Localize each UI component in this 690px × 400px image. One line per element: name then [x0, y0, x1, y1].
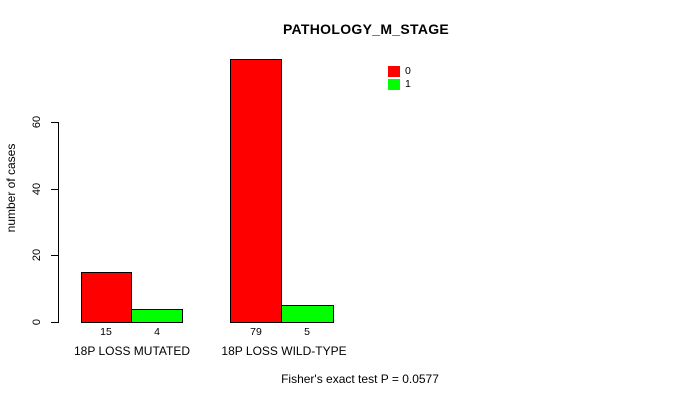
chart-title: PATHOLOGY_M_STAGE — [282, 21, 450, 37]
y-tick-label-40: 40 — [31, 182, 43, 196]
legend-swatch-red — [388, 66, 400, 77]
y-tick-40 — [51, 189, 58, 190]
legend-swatch-green — [388, 79, 400, 90]
y-tick-0 — [51, 322, 58, 323]
y-tick-label-20: 20 — [31, 248, 43, 262]
bar-wildtype-series0 — [230, 58, 282, 323]
y-tick-20 — [51, 255, 58, 256]
y-axis-label: number of cases — [4, 143, 18, 233]
y-tick-label-60: 60 — [31, 115, 43, 129]
legend: 0 1 — [388, 65, 411, 91]
bar-value-wildtype-series0: 79 — [250, 326, 262, 338]
bar-value-mutated-series1: 4 — [154, 326, 160, 338]
bar-mutated-series1 — [131, 308, 183, 323]
category-label-mutated: 18P LOSS MUTATED — [73, 344, 191, 358]
legend-label-0: 0 — [405, 65, 411, 77]
legend-entry-1: 1 — [388, 78, 411, 91]
y-axis-line — [58, 122, 59, 323]
legend-label-1: 1 — [405, 78, 411, 90]
annotation-text: Fisher's exact test P = 0.0577 — [281, 372, 439, 386]
bar-mutated-series0 — [81, 272, 132, 323]
bar-value-wildtype-series1: 5 — [304, 326, 310, 338]
bar-wildtype-series1 — [281, 305, 334, 323]
y-tick-60 — [51, 122, 58, 123]
category-label-wildtype: 18P LOSS WILD-TYPE — [221, 344, 347, 358]
legend-entry-0: 0 — [388, 65, 411, 78]
bar-value-mutated-series0: 15 — [100, 326, 112, 338]
y-tick-label-0: 0 — [31, 318, 43, 326]
